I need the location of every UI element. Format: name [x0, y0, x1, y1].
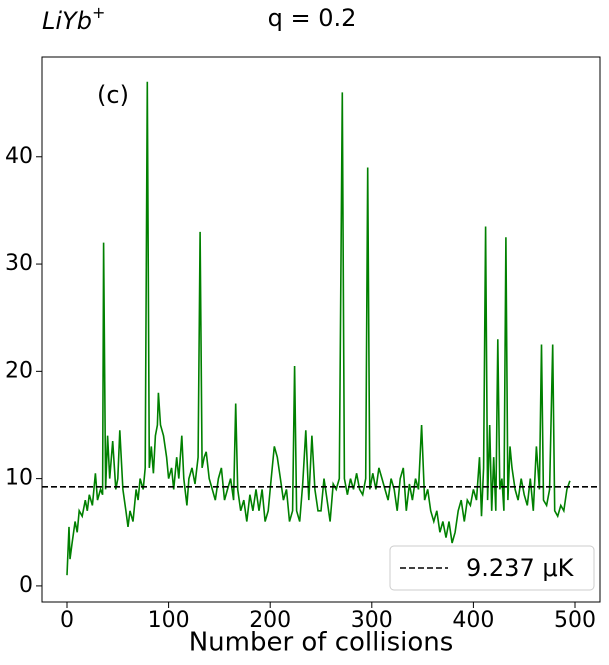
- chart-title: q = 0.2: [268, 4, 357, 32]
- y-tick-label: 20: [5, 358, 33, 383]
- x-tick-label: 400: [452, 608, 494, 633]
- x-axis-label: Number of collisions: [189, 628, 454, 658]
- legend-label: 9.237 μK: [466, 554, 575, 582]
- x-tick-label: 500: [554, 608, 596, 633]
- side-title: LiYb+: [42, 3, 105, 36]
- data-line: [66, 81, 571, 576]
- annotation: (c): [97, 81, 129, 109]
- plot-frame: [41, 56, 601, 603]
- y-tick-label: 10: [5, 466, 33, 491]
- x-tick-label: 300: [351, 608, 393, 633]
- x-tick-label: 100: [148, 608, 190, 633]
- side-title-sup: +: [92, 3, 105, 22]
- legend-box: [389, 545, 595, 591]
- side-title-main: LiYb: [42, 7, 92, 35]
- y-tick-label: 30: [5, 251, 33, 276]
- x-tick-label: 0: [60, 608, 74, 633]
- y-tick-label: 0: [19, 573, 33, 598]
- x-tick-label: 200: [249, 608, 291, 633]
- y-tick-label: 40: [5, 144, 33, 169]
